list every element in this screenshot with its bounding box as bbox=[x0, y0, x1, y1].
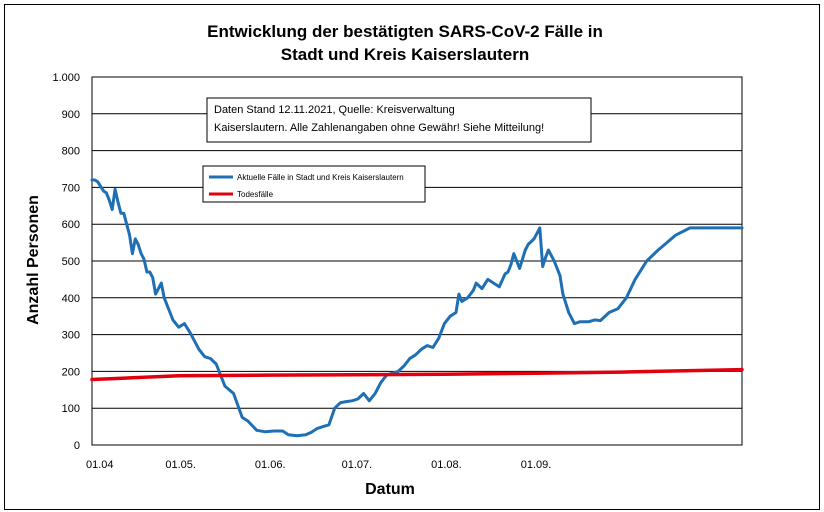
plot-area-border bbox=[91, 76, 743, 446]
legend-label-cases: Aktuelle Fälle in Stadt und Kreis Kaiser… bbox=[237, 173, 404, 182]
annotation-line-2: Kaiserslautern. Alle Zahlenangaben ohne … bbox=[214, 122, 544, 134]
series-line-deaths bbox=[90, 367, 744, 382]
y-tick-label: 900 bbox=[62, 109, 80, 121]
y-tick-label: 200 bbox=[62, 366, 80, 378]
annotation-box bbox=[206, 97, 592, 143]
annotation-line-1: Daten Stand 12.11.2021, Quelle: Kreisver… bbox=[214, 104, 455, 116]
x-tick-label: 01.09. bbox=[521, 459, 552, 471]
chart-frame bbox=[4, 4, 820, 510]
y-tick-label: 400 bbox=[62, 293, 80, 305]
legend-label-deaths: Todesfälle bbox=[237, 190, 274, 199]
x-tick-label: 01.04 bbox=[86, 459, 114, 471]
x-tick-labels: 01.04 01.05. 01.06. 01.07. 01.08. 01.09. bbox=[86, 459, 551, 471]
y-axis-label: Anzahl Personen bbox=[25, 195, 42, 325]
y-tick-label: 700 bbox=[62, 182, 80, 194]
x-tick-label: 01.07. bbox=[342, 459, 373, 471]
series-group bbox=[90, 178, 744, 438]
x-axis-label: Datum bbox=[365, 481, 415, 498]
y-tick-label: 300 bbox=[62, 330, 80, 342]
x-tick-label: 01.05. bbox=[165, 459, 196, 471]
y-tick-label: 1.000 bbox=[52, 72, 80, 84]
y-tick-label: 800 bbox=[62, 146, 80, 158]
grid-lines bbox=[92, 113, 742, 409]
legend-box bbox=[202, 165, 426, 203]
x-tick-label: 01.06. bbox=[255, 459, 286, 471]
y-tick-label: 500 bbox=[62, 256, 80, 268]
y-tick-label: 100 bbox=[62, 403, 80, 415]
chart-title-line-1: Entwicklung der bestätigten SARS-CoV-2 F… bbox=[207, 22, 603, 41]
y-tick-label: 0 bbox=[74, 440, 80, 452]
x-tick-label: 01.08. bbox=[431, 459, 462, 471]
y-tick-label: 600 bbox=[62, 219, 80, 231]
y-tick-labels: 0 100 200 300 400 500 600 700 800 900 1.000 bbox=[52, 72, 80, 452]
chart-title-line-2: Stadt und Kreis Kaiserslautern bbox=[281, 45, 529, 64]
series-line-active-cases bbox=[90, 178, 744, 438]
